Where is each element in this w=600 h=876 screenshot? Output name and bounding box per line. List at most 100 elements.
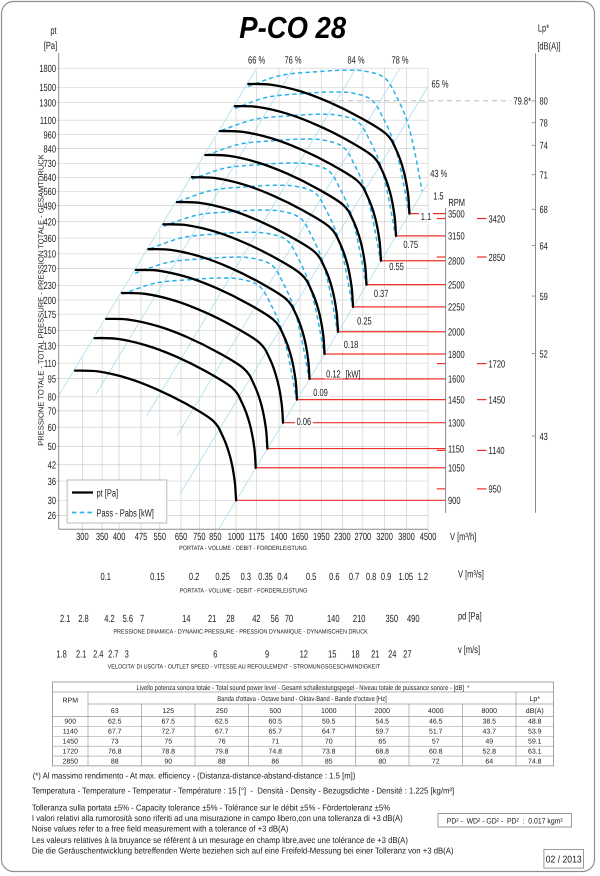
svg-text:75: 75	[164, 739, 172, 746]
svg-text:0.6: 0.6	[329, 572, 340, 583]
svg-text:59: 59	[540, 292, 548, 303]
svg-text:2700: 2700	[355, 532, 372, 543]
svg-text:4500: 4500	[420, 532, 437, 543]
svg-text:14: 14	[182, 614, 190, 625]
svg-text:2000: 2000	[374, 708, 390, 715]
svg-text:1800: 1800	[448, 350, 465, 361]
svg-text:2.7: 2.7	[108, 650, 119, 661]
svg-text:1140: 1140	[63, 729, 78, 736]
svg-text:70: 70	[325, 739, 333, 746]
svg-text:350: 350	[386, 614, 399, 625]
svg-text:230: 230	[44, 281, 57, 292]
svg-text:79.8*: 79.8*	[514, 96, 531, 107]
svg-text:18: 18	[351, 650, 359, 661]
svg-text:21: 21	[371, 650, 379, 661]
svg-text:[kW]: [kW]	[346, 369, 361, 380]
svg-text:300: 300	[76, 532, 89, 543]
svg-text:0.5: 0.5	[306, 572, 317, 583]
svg-text:95: 95	[48, 374, 56, 385]
svg-text:63.1: 63.1	[528, 748, 542, 755]
svg-text:1.05: 1.05	[399, 572, 414, 583]
svg-text:125: 125	[162, 708, 174, 715]
svg-text:3500: 3500	[448, 209, 465, 220]
svg-text:RPM: RPM	[448, 198, 465, 209]
svg-text:78.8: 78.8	[161, 748, 175, 755]
svg-text:[Pa]: [Pa]	[44, 41, 57, 52]
svg-text:7: 7	[140, 614, 144, 625]
svg-text:2850: 2850	[488, 253, 505, 264]
svg-text:Tolleranza sulla portata ±5% -: Tolleranza sulla portata ±5% - Capacity …	[32, 803, 391, 813]
svg-text:1175: 1175	[249, 532, 265, 543]
svg-text:0.8: 0.8	[366, 572, 377, 583]
svg-text:pt: pt	[50, 26, 56, 37]
svg-text:1950: 1950	[313, 532, 330, 543]
svg-text:900: 900	[64, 719, 76, 726]
svg-text:8000: 8000	[481, 708, 497, 715]
svg-text:950: 950	[488, 485, 501, 496]
svg-text:250: 250	[216, 708, 228, 715]
svg-text:78: 78	[540, 119, 548, 130]
svg-text:24: 24	[388, 650, 396, 661]
svg-text:360: 360	[44, 234, 57, 245]
svg-text:0.12: 0.12	[326, 369, 341, 380]
svg-text:PORTATA - VOLUME - DEBIT - FOR: PORTATA - VOLUME - DEBIT - FORDERLEISTUN…	[179, 545, 307, 552]
svg-text:27: 27	[403, 650, 411, 661]
svg-text:76 %: 76 %	[284, 56, 301, 67]
svg-text:88: 88	[111, 758, 119, 765]
svg-text:560: 560	[44, 187, 57, 198]
svg-text:550: 550	[154, 532, 167, 543]
svg-text:53.9: 53.9	[528, 729, 542, 736]
svg-text:0.25: 0.25	[357, 317, 372, 328]
svg-text:51.7: 51.7	[429, 729, 443, 736]
svg-text:2.1: 2.1	[60, 614, 71, 625]
svg-text:72.7: 72.7	[161, 729, 175, 736]
svg-text:pt [Pa]: pt [Pa]	[97, 488, 119, 499]
svg-text:12: 12	[300, 650, 308, 661]
svg-text:02 / 2013: 02 / 2013	[546, 855, 582, 866]
svg-text:90: 90	[164, 758, 172, 765]
svg-text:2300: 2300	[334, 532, 351, 543]
svg-text:57: 57	[432, 739, 440, 746]
svg-text:750: 750	[193, 532, 206, 543]
svg-text:0.3: 0.3	[241, 572, 252, 583]
svg-text:60.5: 60.5	[268, 719, 282, 726]
svg-text:dB(A): dB(A)	[526, 707, 544, 715]
svg-text:270: 270	[44, 264, 57, 275]
svg-text:50: 50	[48, 442, 56, 453]
svg-text:150: 150	[44, 326, 57, 337]
svg-text:pd [Pa]: pd [Pa]	[458, 612, 482, 623]
svg-text:56: 56	[271, 614, 279, 625]
svg-text:1050: 1050	[448, 464, 465, 475]
svg-text:2.8: 2.8	[78, 614, 89, 625]
svg-text:86: 86	[271, 758, 279, 765]
svg-text:2.1: 2.1	[76, 650, 87, 661]
svg-text:4000: 4000	[428, 708, 444, 715]
svg-text:64: 64	[485, 758, 493, 765]
svg-text:v [m/s]: v [m/s]	[458, 645, 480, 656]
svg-text:62.5: 62.5	[215, 719, 229, 726]
svg-text:960: 960	[44, 130, 57, 141]
svg-text:0.09: 0.09	[313, 388, 328, 399]
svg-text:21: 21	[208, 614, 216, 625]
svg-text:0.75: 0.75	[403, 240, 418, 251]
svg-text:140: 140	[327, 614, 340, 625]
svg-text:76: 76	[218, 739, 226, 746]
svg-text:65 %: 65 %	[432, 79, 449, 90]
svg-text:38.5: 38.5	[482, 719, 496, 726]
svg-text:1450: 1450	[448, 395, 465, 406]
svg-text:1300: 1300	[39, 98, 56, 109]
svg-text:1500: 1500	[39, 83, 56, 94]
svg-text:85: 85	[325, 758, 333, 765]
svg-text:74: 74	[540, 141, 548, 152]
svg-text:PRESSIONE TOTALE - TOTAL PRESS: PRESSIONE TOTALE - TOTAL PRESSURE - PRES…	[37, 154, 46, 446]
svg-text:500: 500	[269, 708, 281, 715]
svg-text:490: 490	[407, 614, 420, 625]
svg-text:59.1: 59.1	[528, 739, 542, 746]
svg-text:0.37: 0.37	[374, 289, 389, 300]
svg-text:72: 72	[432, 758, 440, 765]
svg-text:1800: 1800	[39, 64, 56, 75]
svg-text:1450: 1450	[488, 395, 505, 406]
svg-text:67.7: 67.7	[215, 729, 229, 736]
svg-text:PD² - WD² - GD² - PD² : 0.: PD² - WD² - GD² - PD² : 0.017 kgm²	[447, 816, 563, 825]
svg-text:200: 200	[44, 296, 57, 307]
